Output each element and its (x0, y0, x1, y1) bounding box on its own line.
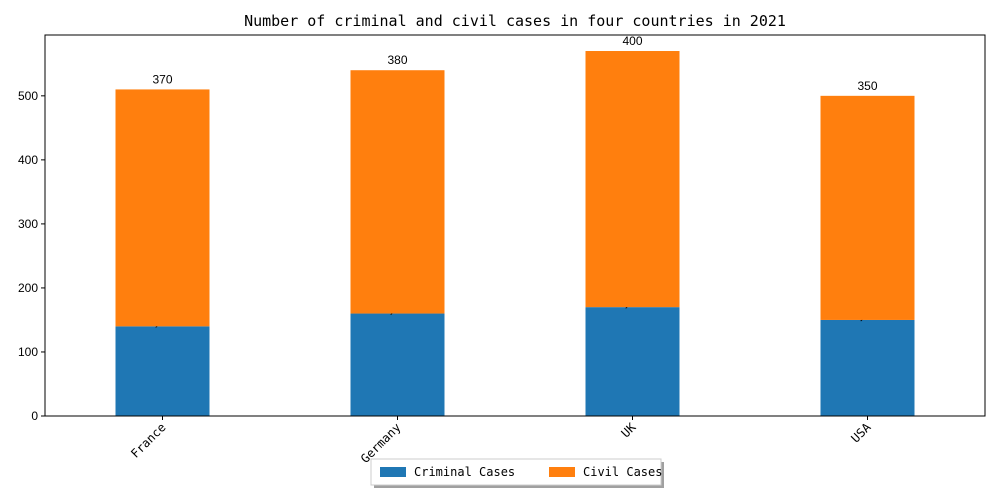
y-tick-label-400: 400 (18, 153, 38, 167)
bar-civil-cases-germany (350, 70, 445, 314)
legend-swatch-civil-cases (549, 467, 575, 477)
legend-label-criminal-cases: Criminal Cases (414, 465, 515, 479)
y-tick-label-300: 300 (18, 217, 38, 231)
data-label-civil-cases-uk: 400 (622, 34, 642, 48)
bar-criminal-cases-germany (350, 313, 445, 416)
plot-area: 140370160380170400150350 (115, 34, 915, 416)
x-tick-label-uk: UK (619, 420, 640, 441)
data-label-civil-cases-germany: 380 (387, 53, 407, 67)
x-tick-label-france: France (128, 420, 169, 461)
legend-box (370, 458, 662, 486)
legend: Criminal Cases Civil Cases (370, 458, 664, 488)
bar-civil-cases-france (115, 89, 210, 327)
plot-frame (44, 34, 986, 417)
y-tick-label-200: 200 (18, 281, 38, 295)
bar-criminal-cases-usa (820, 319, 915, 416)
y-tick-label-100: 100 (18, 345, 38, 359)
bar-criminal-cases-uk (585, 307, 680, 416)
legend-swatch-criminal-cases (380, 467, 406, 477)
y-tick-label-500: 500 (18, 89, 38, 103)
x-tick-label-usa: USA (848, 420, 874, 446)
chart-title: Number of criminal and civil cases in fo… (244, 12, 786, 30)
bar-civil-cases-usa (820, 95, 915, 320)
data-label-civil-cases-france: 370 (152, 72, 172, 86)
legend-label-civil-cases: Civil Cases (583, 465, 662, 479)
bar-civil-cases-uk (585, 51, 680, 308)
data-label-civil-cases-usa: 350 (857, 79, 877, 93)
bar-criminal-cases-france (115, 326, 210, 416)
y-tick-label-0: 0 (31, 409, 38, 423)
